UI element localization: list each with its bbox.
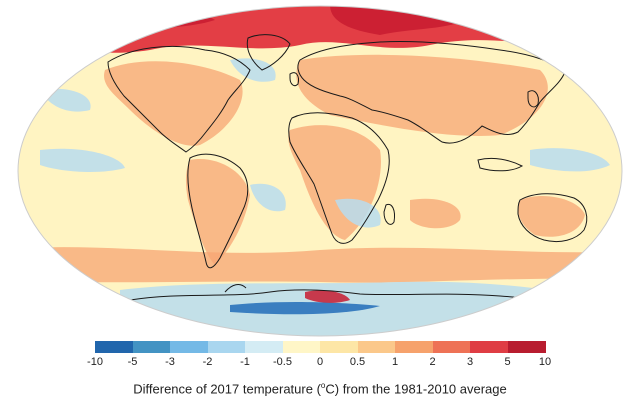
legend-swatch [357, 341, 396, 353]
color-legend: -10 -5 -3 -2 -1 -0.5 0 0.5 1 2 3 5 10 [0, 338, 640, 410]
pacific-cool-patch [40, 148, 125, 172]
caption-prefix: Difference of 2017 temperature ( [133, 381, 321, 397]
legend-swatch [207, 341, 246, 353]
legend-caption: Difference of 2017 temperature (oC) from… [0, 381, 640, 396]
legend-tick-label: -10 [87, 356, 103, 368]
legend-swatch [507, 341, 546, 353]
globe-outline [17, 5, 623, 337]
legend-tick-label: 3 [466, 356, 474, 368]
legend-swatch [470, 341, 508, 353]
coast-eurasia [297, 40, 566, 144]
legend-swatch [282, 341, 321, 353]
legend-tick-label: 2 [429, 356, 436, 368]
north-america-warm [104, 61, 243, 146]
east-pacific-cool [530, 148, 610, 172]
caption-unit: C) from the 1981-2010 average [325, 381, 507, 397]
north-atlantic-cool [230, 58, 276, 82]
south-america-warm [185, 159, 250, 265]
coast-north-america [107, 45, 251, 153]
coast-japan [527, 90, 539, 108]
legend-tick-label: -5 [127, 356, 138, 368]
legend-swatch [95, 341, 133, 353]
antarctic-deep-cool [230, 302, 380, 315]
antarctic-warm-spot [305, 290, 350, 303]
world-map [17, 5, 623, 337]
indian-ocean-warm-patch [410, 198, 461, 229]
legend-tick-label: 10 [538, 356, 552, 368]
coast-new-zealand [599, 234, 609, 252]
coast-uk [289, 72, 299, 87]
legend-tick-label: 0.5 [349, 356, 366, 368]
legend-swatch [320, 341, 358, 353]
legend-tick-label: -0.5 [273, 356, 292, 368]
legend-tick-label: 1 [391, 356, 399, 368]
coast-australia [517, 193, 588, 243]
coast-africa [288, 112, 390, 244]
temperature-anomaly-map [17, 5, 623, 337]
coast-indonesia [477, 157, 524, 172]
legend-swatch [132, 341, 171, 353]
caption-degree-sup: o [320, 381, 326, 390]
legend-tick-label: -3 [165, 356, 175, 368]
legend-swatch [245, 341, 283, 353]
southern-ocean-warm [18, 247, 622, 283]
coast-greenland [246, 34, 291, 71]
atlantic-cool-patch [250, 183, 286, 212]
coast-south-america [187, 153, 249, 269]
legend-tick-label: -2 [202, 356, 213, 368]
eurasia-warm [296, 54, 548, 136]
australia-warm [518, 195, 585, 237]
south-atlantic-cool [335, 198, 381, 228]
legend-tick-label: 5 [504, 356, 511, 368]
legend-swatch [395, 341, 433, 353]
coast-antarctic-peninsula [224, 284, 247, 293]
legend-tick-label: -1 [240, 356, 250, 368]
legend-tick-label: 0 [316, 356, 324, 368]
coast-madagascar [383, 203, 395, 225]
legend-swatch [432, 341, 471, 353]
legend-swatch [170, 341, 208, 353]
